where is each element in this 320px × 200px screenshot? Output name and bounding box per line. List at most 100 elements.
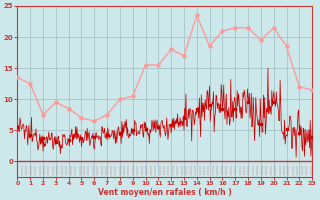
Point — [114, 168, 119, 171]
Point — [219, 169, 224, 173]
Point — [110, 170, 115, 173]
Point — [271, 169, 276, 172]
Point — [286, 166, 291, 169]
Point — [238, 170, 244, 173]
Point — [71, 169, 76, 173]
Point — [144, 166, 149, 169]
Point — [98, 167, 103, 170]
Point — [289, 167, 294, 170]
Point — [166, 168, 171, 171]
Point — [198, 167, 204, 170]
Point — [44, 167, 50, 170]
Point — [261, 166, 266, 170]
Point — [156, 168, 161, 171]
Point — [129, 167, 134, 170]
Point — [89, 169, 94, 172]
Point — [65, 167, 70, 170]
Point — [204, 168, 210, 172]
Point — [176, 167, 181, 170]
Point — [213, 166, 219, 169]
Point — [104, 168, 109, 171]
Point — [200, 169, 205, 172]
Point — [150, 167, 155, 171]
Point — [34, 168, 39, 171]
Point — [135, 169, 140, 172]
Point — [203, 169, 208, 172]
Point — [202, 169, 207, 172]
Point — [49, 167, 54, 170]
Point — [158, 167, 164, 171]
Point — [240, 169, 245, 172]
Point — [62, 169, 67, 172]
Point — [82, 168, 87, 171]
Point — [307, 168, 312, 171]
Point — [283, 167, 288, 170]
X-axis label: Vent moyen/en rafales ( km/h ): Vent moyen/en rafales ( km/h ) — [98, 188, 232, 197]
Point — [67, 169, 72, 172]
Point — [118, 168, 124, 172]
Point — [36, 166, 41, 169]
Point — [193, 168, 198, 171]
Point — [38, 169, 44, 173]
Point — [133, 168, 139, 171]
Point — [215, 167, 220, 170]
Point — [277, 169, 282, 172]
Point — [280, 168, 285, 171]
Point — [101, 166, 106, 170]
Point — [278, 169, 284, 172]
Point — [190, 166, 195, 169]
Point — [269, 168, 275, 171]
Point — [122, 166, 127, 170]
Point — [92, 168, 97, 171]
Point — [160, 167, 165, 170]
Point — [216, 169, 221, 173]
Point — [267, 168, 272, 172]
Point — [268, 167, 273, 171]
Point — [222, 168, 227, 172]
Point — [295, 169, 300, 172]
Point — [68, 167, 73, 171]
Point — [175, 167, 180, 170]
Point — [84, 169, 90, 172]
Point — [116, 167, 121, 170]
Point — [264, 169, 269, 172]
Point — [83, 169, 88, 172]
Point — [77, 169, 82, 172]
Point — [244, 168, 250, 171]
Point — [33, 167, 38, 170]
Point — [120, 166, 125, 170]
Point — [130, 170, 135, 173]
Point — [47, 168, 52, 171]
Point — [21, 168, 26, 171]
Point — [37, 167, 42, 170]
Point — [157, 168, 162, 172]
Point — [276, 167, 281, 170]
Point — [154, 167, 159, 171]
Point — [162, 168, 167, 171]
Point — [56, 167, 61, 171]
Point — [258, 169, 263, 172]
Point — [290, 167, 295, 170]
Point — [252, 167, 257, 170]
Point — [167, 168, 172, 171]
Point — [242, 167, 247, 170]
Point — [111, 168, 116, 171]
Point — [305, 169, 310, 172]
Point — [147, 169, 152, 172]
Point — [284, 169, 290, 172]
Point — [178, 169, 183, 172]
Point — [138, 166, 143, 170]
Point — [292, 166, 297, 170]
Point — [61, 169, 66, 172]
Point — [99, 169, 104, 172]
Point — [233, 170, 238, 173]
Point — [179, 167, 184, 171]
Point — [170, 167, 175, 170]
Point — [194, 167, 199, 170]
Point — [96, 169, 101, 172]
Point — [191, 168, 196, 171]
Point — [76, 168, 81, 172]
Point — [24, 169, 29, 173]
Point — [22, 169, 27, 172]
Point — [225, 169, 230, 173]
